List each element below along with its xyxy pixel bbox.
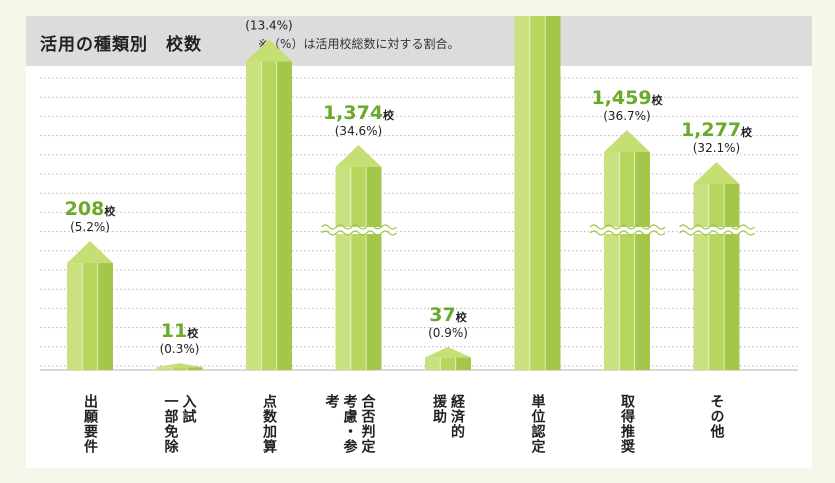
axis-break-wave (679, 224, 755, 230)
bar-body (425, 357, 441, 370)
category-label: 出願要件 (82, 394, 98, 454)
category-label: その他 (708, 394, 725, 439)
bar-tip (246, 39, 292, 62)
bar-body (350, 167, 367, 370)
bar-body (246, 61, 262, 370)
bar-body (529, 16, 546, 371)
category-label: 取得推奨 (619, 394, 635, 454)
value-label: 37校 (429, 304, 467, 326)
value-unit: 校 (104, 204, 116, 218)
percent-label: (0.3%) (160, 342, 200, 356)
chart-panel: 活用の種類別 校数 ※（%）は活用校総数に対する割合。 208校 (5.2%) 11… (26, 16, 812, 468)
bar-body (97, 263, 113, 370)
value-label: 1,277校 (681, 119, 753, 141)
bar-tip (693, 162, 740, 184)
bar-body (366, 167, 382, 370)
value-number: 533 (244, 16, 284, 19)
bar-body (545, 16, 561, 371)
bar-tip (335, 145, 382, 167)
title-bar: 活用の種類別 校数 ※（%）は活用校総数に対する割合。 (26, 16, 812, 66)
value-label: 533校 (244, 16, 296, 19)
percent-label: (32.1%) (693, 141, 740, 155)
axis-break-wave (679, 230, 755, 236)
category-label: 合否判定 考慮・参考 (323, 394, 376, 454)
value-label: 11校 (161, 320, 199, 342)
bar-body (708, 184, 725, 370)
axis-break-wave (321, 224, 397, 230)
bar-body (440, 357, 456, 370)
bar-body (82, 263, 98, 370)
value-number: 1,374 (323, 102, 383, 124)
axis-break-wave (678, 227, 756, 233)
bar-tip (67, 241, 113, 264)
bar-chart: 208校(5.2%)11校(0.3%)533校(13.4%)1,374校(34.… (40, 16, 798, 371)
bar-body (156, 367, 172, 370)
bar-tip (156, 363, 203, 368)
category-label: 経済的 援助 (431, 394, 465, 439)
bar-body (171, 367, 188, 370)
percent-label: (5.2%) (70, 220, 110, 234)
percentage-note: ※（%）は活用校総数に対する割合。 (258, 37, 460, 51)
bar-body (455, 357, 471, 370)
value-number: 208 (65, 198, 105, 220)
value-unit: 校 (187, 326, 199, 340)
value-unit: 校 (652, 93, 664, 107)
bar-body (514, 16, 530, 371)
bar-body (724, 184, 740, 370)
value-label: 208校 (65, 198, 117, 220)
bar-body (335, 167, 351, 370)
category-label: 単位認定 (529, 394, 546, 454)
value-number: 11 (161, 320, 187, 342)
category-label: 入試 一部免除 (162, 394, 197, 454)
value-unit: 校 (741, 125, 753, 139)
value-number: 1,459 (591, 87, 651, 109)
bar-body (276, 61, 292, 370)
value-number: 1,277 (681, 119, 741, 141)
bar-body (634, 152, 650, 370)
percent-label: (34.6%) (335, 124, 382, 138)
percent-label: (13.4%) (245, 19, 292, 33)
axis-break-wave (589, 230, 666, 236)
chart-title: 活用の種類別 校数 (40, 35, 202, 55)
bar-body (619, 152, 635, 370)
value-label: 1,374校 (323, 102, 395, 124)
bar-body (604, 152, 620, 370)
value-label: 1,459校 (591, 87, 663, 109)
bar-body (187, 367, 203, 370)
category-label: 点数加算 (261, 394, 277, 454)
bar-tip (604, 130, 650, 152)
value-unit: 校 (383, 108, 395, 122)
value-unit: 校 (456, 310, 468, 324)
axis-break-wave (321, 230, 397, 236)
value-number: 37 (429, 304, 455, 326)
axis-break-wave (589, 227, 666, 233)
percent-label: (0.9%) (428, 326, 468, 340)
bar-tip (425, 347, 471, 358)
value-unit: 校 (283, 16, 295, 17)
axis-break-wave (320, 227, 398, 233)
bar-body (693, 184, 709, 370)
percent-label: (36.7%) (603, 109, 650, 123)
bar-body (261, 61, 277, 370)
axis-break-wave (589, 224, 666, 230)
bar-body (67, 263, 83, 370)
